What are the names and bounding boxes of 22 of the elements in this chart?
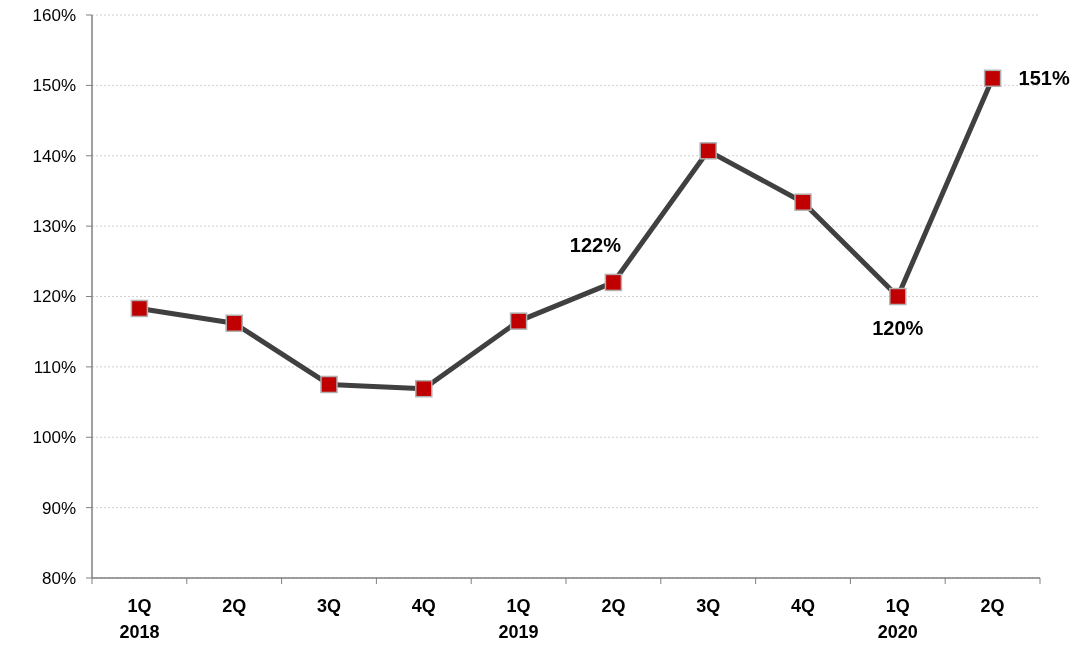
data-label: 151% bbox=[1018, 67, 1070, 90]
data-label: 120% bbox=[872, 316, 924, 339]
x-tick-label: 1Q 2020 bbox=[877, 596, 918, 642]
x-tick-label: 2Q bbox=[980, 596, 1005, 616]
y-tick-label: 120% bbox=[32, 287, 76, 307]
y-tick-label: 130% bbox=[32, 217, 76, 237]
y-tick-label: 150% bbox=[32, 76, 76, 96]
x-tick-label: 1Q 2018 bbox=[119, 596, 160, 642]
x-tick-label: 2Q bbox=[601, 596, 626, 616]
y-tick-label: 160% bbox=[32, 5, 76, 25]
x-tick-label: 4Q bbox=[411, 596, 436, 616]
data-label: 122% bbox=[569, 234, 622, 257]
y-tick-label: 140% bbox=[32, 146, 76, 166]
y-tick-label: 100% bbox=[32, 428, 76, 448]
y-tick-label: 80% bbox=[41, 568, 76, 588]
x-tick-label: 2Q bbox=[222, 596, 247, 616]
y-tick-label: 110% bbox=[33, 357, 76, 377]
x-tick-label: 3Q bbox=[316, 596, 342, 616]
y-tick-label: 90% bbox=[41, 498, 76, 518]
x-tick-label: 3Q bbox=[696, 596, 721, 616]
x-tick-label: 4Q bbox=[790, 596, 816, 616]
x-tick-label: 1Q 2019 bbox=[498, 596, 539, 642]
